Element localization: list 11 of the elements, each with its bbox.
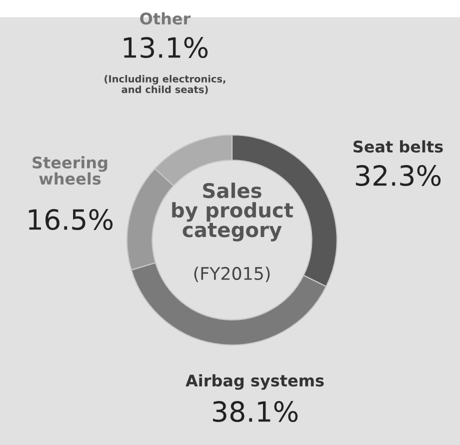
data-label: 13.1%	[124, 37, 208, 58]
data-label: 16.5%	[28, 209, 113, 230]
data-label: 32.3%	[356, 165, 441, 186]
text: (FY2015)	[194, 266, 270, 282]
slice-label: Airbag systems	[186, 374, 324, 390]
data-label: 38.1%	[212, 401, 298, 422]
slice-label: Seat belts	[354, 140, 443, 153]
text: Sales by product category	[172, 182, 294, 242]
text: (Including electronics, and child seats)	[104, 75, 226, 94]
slice-label: Other	[140, 12, 191, 25]
slice-label: Steering wheels	[32, 156, 108, 185]
